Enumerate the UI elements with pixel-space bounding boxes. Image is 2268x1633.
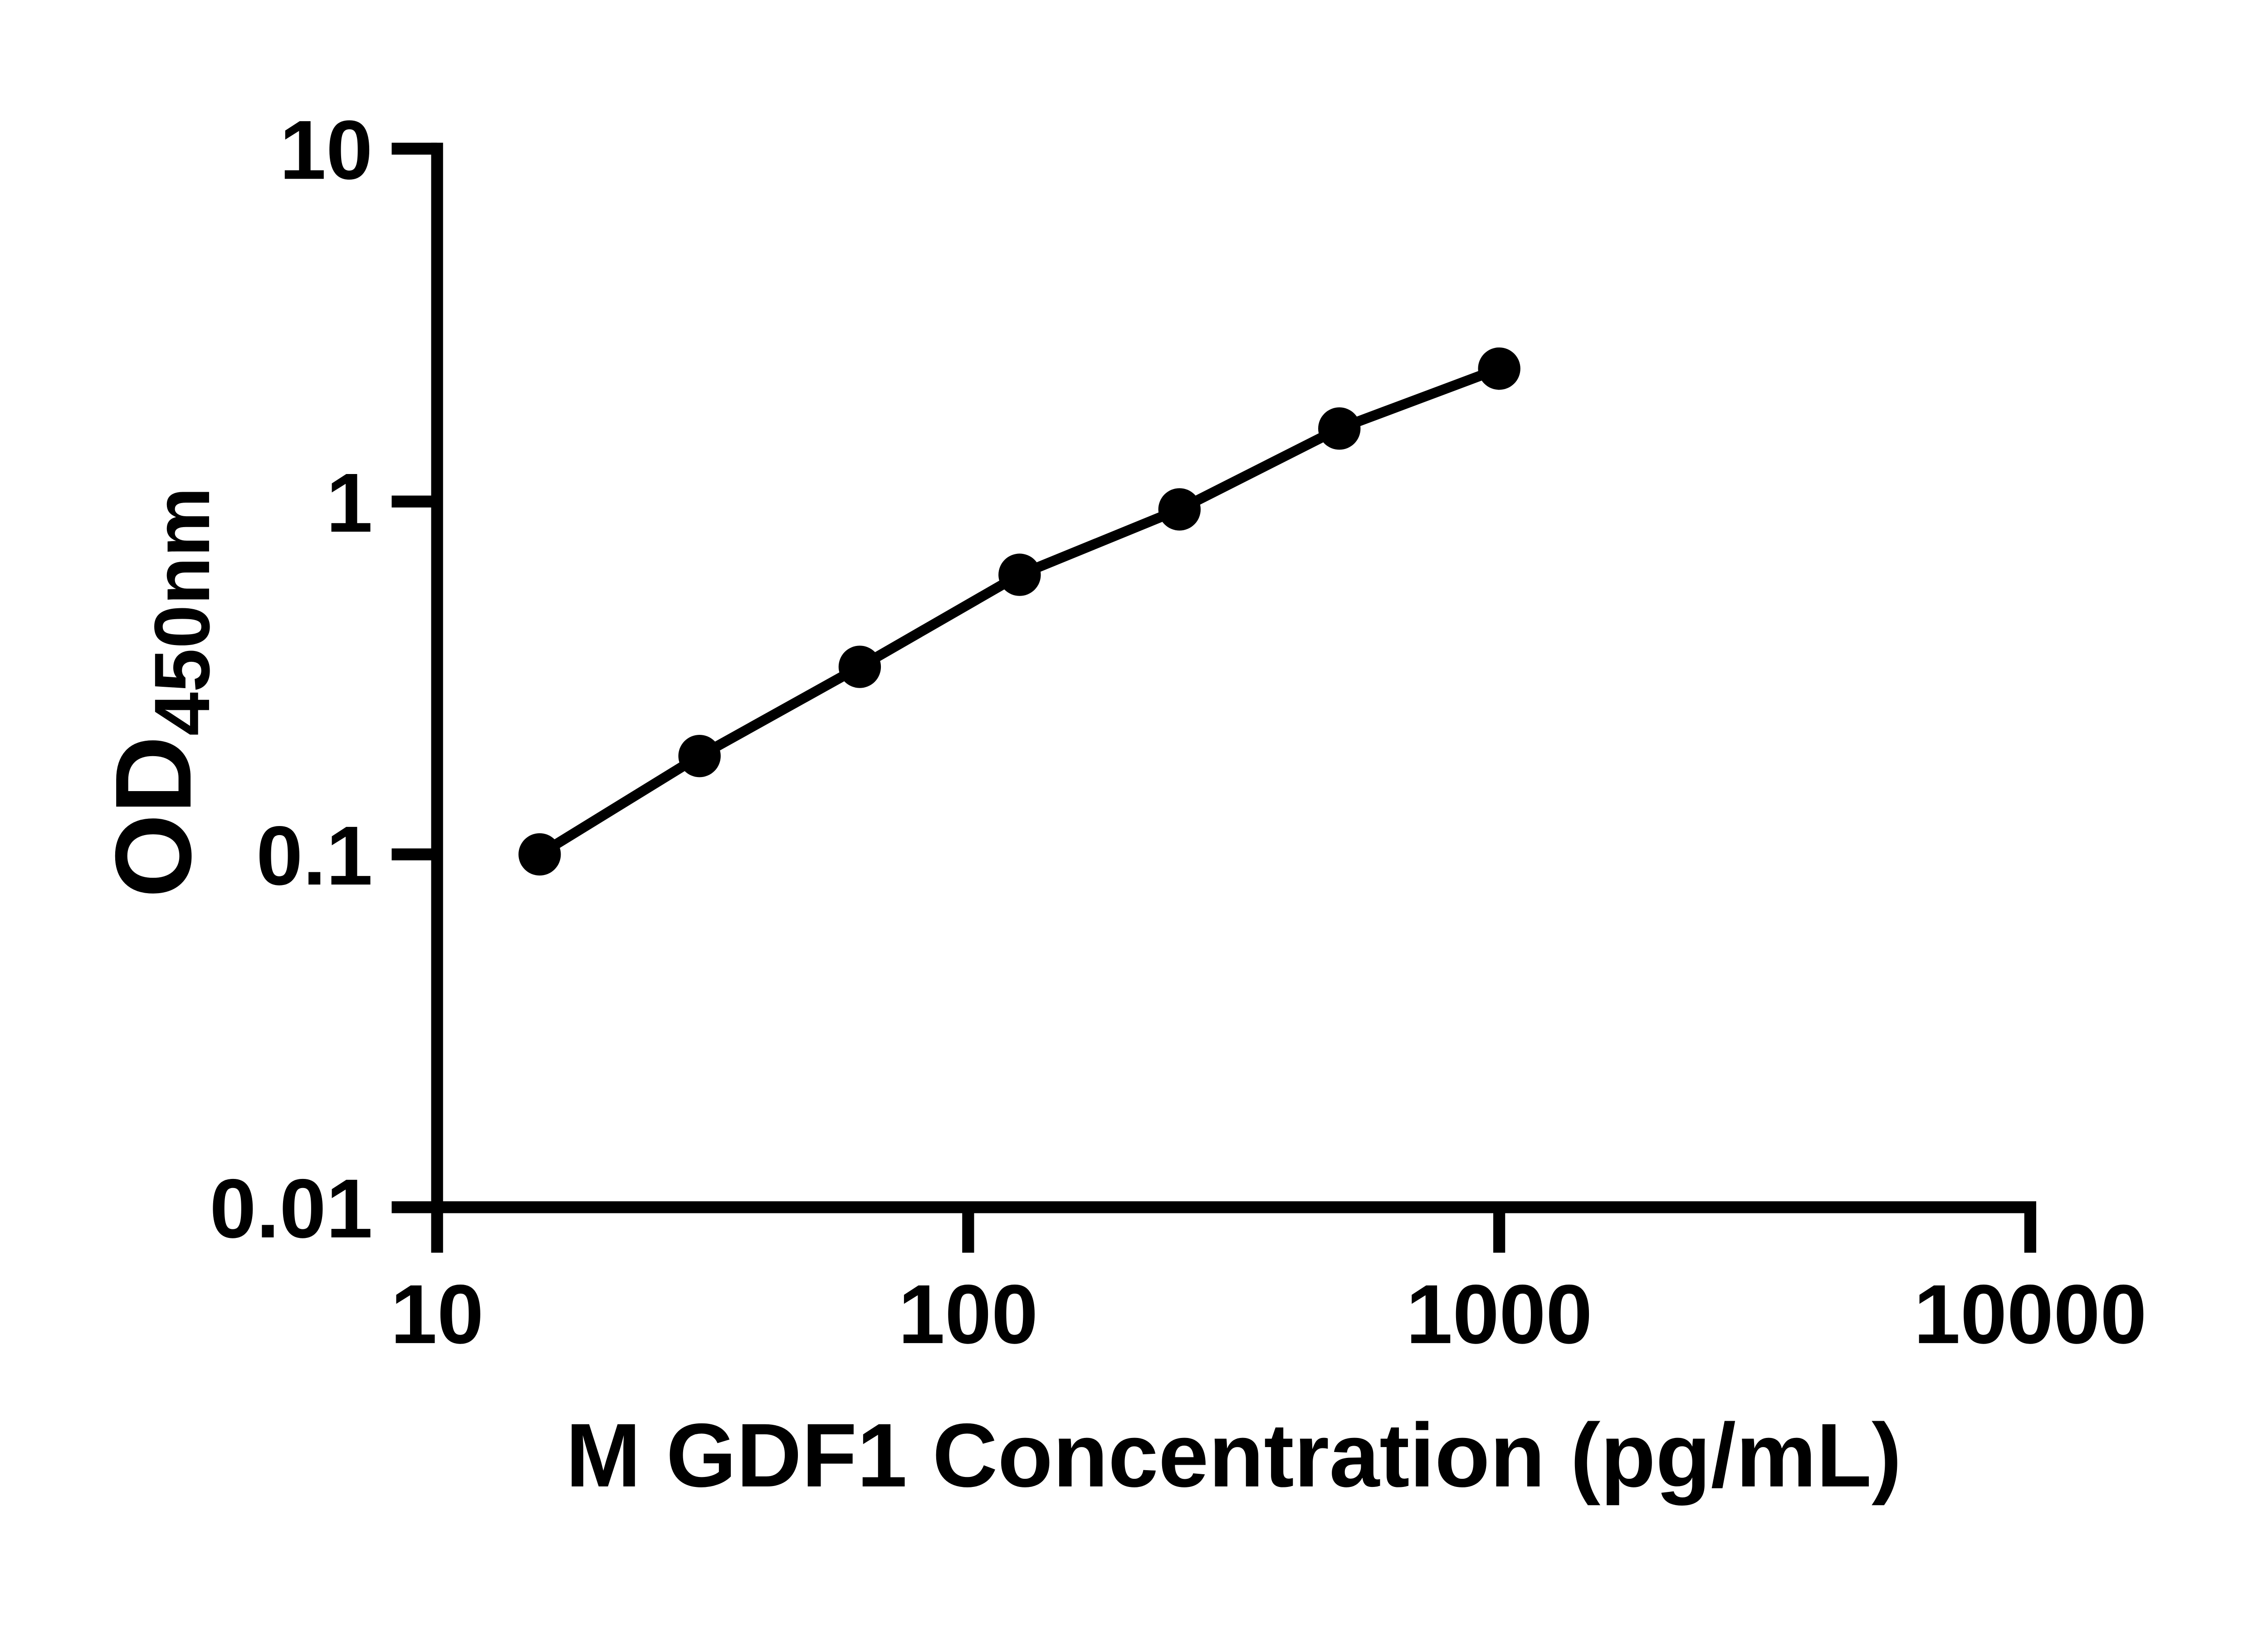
y-axis-tick-label: 1 [326, 456, 373, 550]
data-point-marker [1318, 407, 1361, 450]
data-point-marker [678, 734, 721, 777]
x-axis-tick-label: 10000 [1914, 1268, 2147, 1361]
y-axis-title-main: OD [93, 736, 214, 898]
x-axis-tick-label: 1000 [1406, 1268, 1593, 1361]
y-axis-title: OD450nm [93, 487, 226, 898]
x-axis-tick-label: 100 [898, 1268, 1038, 1361]
data-point-marker [838, 645, 881, 688]
data-point-marker [998, 553, 1041, 596]
data-point-marker [1158, 488, 1201, 531]
y-axis-tick-label: 10 [279, 103, 373, 197]
y-axis-tick-label: 0.01 [210, 1162, 373, 1256]
x-axis-title: M GDF1 Concentration (pg/mL) [566, 1405, 1901, 1506]
y-axis-title-subscript: 450nm [138, 487, 226, 736]
elisa-standard-curve-figure: 10 1 0.1 0.01 10 100 1000 10000 M GDF1 Concentra… [0, 0, 2268, 1588]
x-axis-tick-label: 10 [391, 1268, 484, 1361]
chart-background [0, 0, 2268, 1588]
data-point-marker [1478, 347, 1520, 390]
y-axis-tick-label: 0.1 [256, 809, 373, 903]
data-point-marker [518, 833, 561, 876]
